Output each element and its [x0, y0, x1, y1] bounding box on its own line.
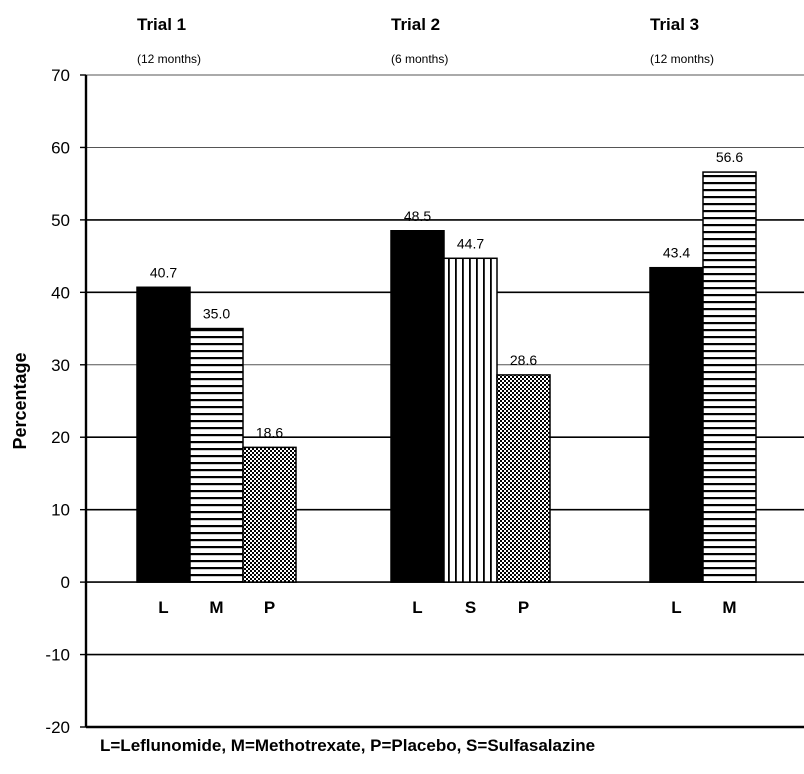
- group-title: Trial 2: [391, 15, 440, 34]
- category-label: P: [518, 598, 529, 617]
- data-label: 44.7: [457, 235, 484, 251]
- data-label: 56.6: [716, 149, 743, 165]
- data-label: 18.6: [256, 424, 283, 440]
- bar: [390, 230, 445, 583]
- bar: [136, 286, 191, 583]
- y-tick-label: 50: [51, 211, 70, 230]
- y-tick-label: -20: [45, 718, 70, 737]
- y-tick-label: 10: [51, 501, 70, 520]
- data-label: 40.7: [150, 264, 177, 280]
- category-label: M: [722, 598, 736, 617]
- y-tick-label: 60: [51, 138, 70, 157]
- y-tick-label: 0: [61, 573, 70, 592]
- y-tick-label: 40: [51, 283, 70, 302]
- data-label: 28.6: [510, 352, 537, 368]
- data-label: 48.5: [404, 208, 431, 224]
- bar: [189, 327, 244, 583]
- data-label: 43.4: [663, 245, 690, 261]
- group-title: Trial 1: [137, 15, 186, 34]
- bar: [443, 257, 498, 583]
- bar: [702, 171, 757, 583]
- y-tick-label: 70: [51, 66, 70, 85]
- group-subtitle: (6 months): [391, 52, 448, 66]
- category-label: L: [412, 598, 422, 617]
- category-label: L: [671, 598, 681, 617]
- group-subtitle: (12 months): [650, 52, 714, 66]
- axes: [80, 74, 804, 729]
- legend-footnote: L=Leflunomide, M=Methotrexate, P=Placebo…: [100, 736, 596, 755]
- data-label: 35.0: [203, 306, 230, 322]
- group-subtitle: (12 months): [137, 52, 201, 66]
- y-axis-title: Percentage: [10, 352, 30, 449]
- bars: [136, 171, 757, 583]
- y-tick-label: 20: [51, 428, 70, 447]
- group-title: Trial 3: [650, 15, 699, 34]
- bar: [649, 266, 704, 583]
- category-label: P: [264, 598, 275, 617]
- category-label: S: [465, 598, 476, 617]
- category-label: L: [158, 598, 168, 617]
- bar: [242, 446, 297, 583]
- category-label: M: [209, 598, 223, 617]
- labels: -20 -10 0 10 20 30 40 50 60 70 Percentage Trial 1 (1…: [10, 15, 743, 737]
- y-tick-label: -10: [45, 646, 70, 665]
- bar: [496, 374, 551, 583]
- y-tick-label: 30: [51, 356, 70, 375]
